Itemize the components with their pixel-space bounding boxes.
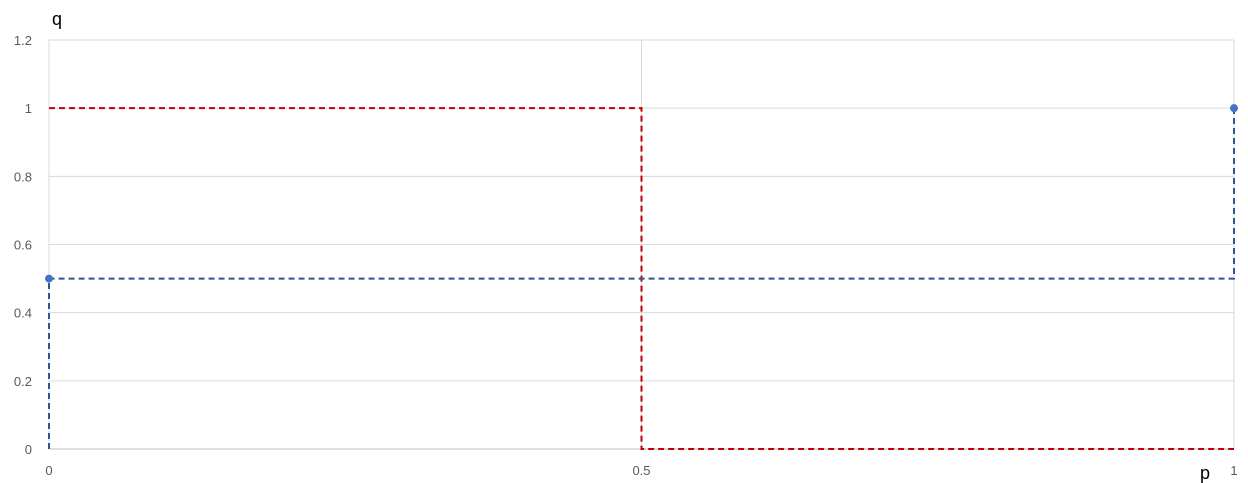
x-tick-label: 0.5 — [632, 463, 650, 478]
data-point — [1230, 104, 1238, 113]
y-axis-title: q — [52, 9, 62, 29]
x-tick-label: 0 — [45, 463, 52, 478]
data-point — [45, 274, 53, 283]
y-tick-label: 0.4 — [14, 306, 32, 321]
y-tick-label: 0.2 — [14, 374, 32, 389]
y-tick-label: 1.2 — [14, 33, 32, 48]
y-tick-label: 0.8 — [14, 169, 32, 184]
y-tick-label: 1 — [25, 101, 32, 116]
tick-labels: 0 0.2 0.4 0.6 0.8 1 1.2 0 0.5 1 — [14, 33, 1238, 478]
series-layer — [48, 107, 1235, 450]
y-tick-label: 0 — [25, 442, 32, 457]
x-tick-label: 1 — [1230, 463, 1237, 478]
y-tick-label: 0.6 — [14, 238, 32, 253]
series-line — [48, 108, 1235, 449]
x-axis-title: p — [1200, 463, 1210, 483]
marker-layer — [45, 104, 1238, 283]
